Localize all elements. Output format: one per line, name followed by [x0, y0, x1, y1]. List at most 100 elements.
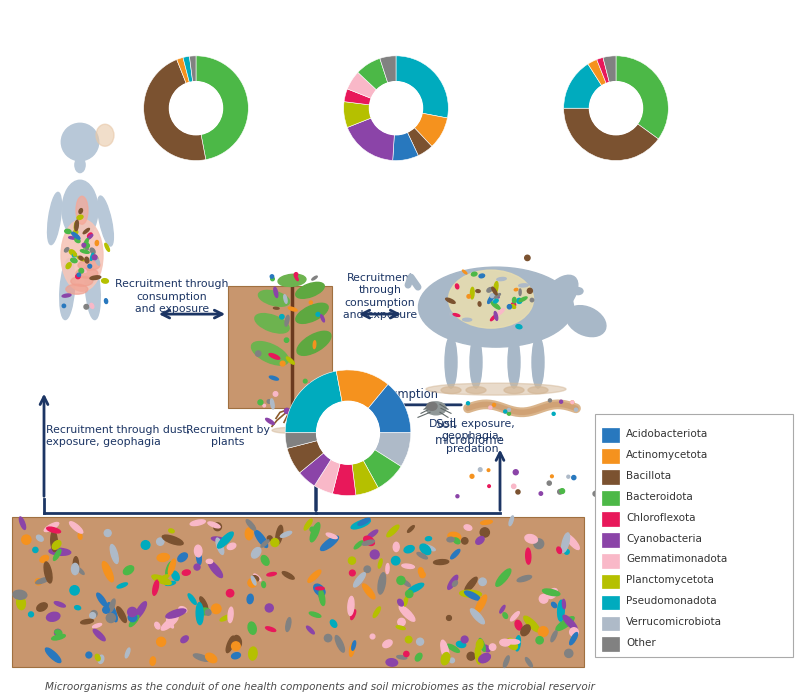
Circle shape	[104, 530, 111, 537]
Circle shape	[267, 536, 272, 541]
Ellipse shape	[488, 294, 494, 304]
Ellipse shape	[394, 542, 399, 551]
Circle shape	[514, 470, 518, 475]
Ellipse shape	[78, 260, 100, 270]
Circle shape	[572, 475, 576, 480]
Ellipse shape	[93, 623, 102, 628]
Circle shape	[226, 590, 234, 597]
Wedge shape	[396, 56, 448, 118]
Ellipse shape	[386, 659, 398, 666]
Ellipse shape	[407, 526, 414, 533]
Ellipse shape	[402, 564, 414, 568]
Ellipse shape	[450, 549, 460, 559]
Circle shape	[398, 618, 406, 626]
Circle shape	[462, 636, 468, 643]
Ellipse shape	[152, 575, 171, 584]
Ellipse shape	[76, 268, 98, 279]
Wedge shape	[287, 440, 324, 473]
Ellipse shape	[126, 648, 130, 658]
Wedge shape	[374, 433, 411, 466]
Circle shape	[370, 82, 422, 135]
Ellipse shape	[319, 590, 325, 605]
Ellipse shape	[206, 653, 217, 662]
Ellipse shape	[547, 588, 558, 598]
Wedge shape	[299, 453, 331, 486]
Ellipse shape	[105, 244, 110, 251]
Ellipse shape	[521, 625, 530, 636]
FancyBboxPatch shape	[602, 595, 620, 610]
Ellipse shape	[72, 254, 76, 257]
Ellipse shape	[37, 535, 43, 541]
Circle shape	[79, 269, 83, 273]
Ellipse shape	[475, 595, 486, 614]
Ellipse shape	[306, 626, 314, 634]
Ellipse shape	[49, 548, 70, 556]
Ellipse shape	[447, 644, 459, 653]
Ellipse shape	[573, 288, 583, 295]
Circle shape	[446, 616, 451, 621]
Wedge shape	[332, 463, 356, 496]
Ellipse shape	[417, 553, 427, 559]
Ellipse shape	[70, 250, 75, 255]
Ellipse shape	[402, 579, 410, 586]
Ellipse shape	[562, 600, 566, 609]
Text: Actinomycetota: Actinomycetota	[626, 450, 708, 460]
Circle shape	[74, 230, 78, 234]
FancyBboxPatch shape	[602, 491, 620, 505]
Circle shape	[565, 549, 569, 554]
Text: Other: Other	[626, 638, 656, 648]
Ellipse shape	[60, 258, 74, 320]
Ellipse shape	[492, 287, 497, 295]
Wedge shape	[352, 460, 378, 495]
Ellipse shape	[211, 537, 225, 542]
Ellipse shape	[83, 269, 86, 272]
Ellipse shape	[519, 297, 527, 302]
Circle shape	[406, 637, 412, 643]
Circle shape	[270, 275, 274, 279]
Text: Recruitment by
plants: Recruitment by plants	[186, 425, 270, 447]
Circle shape	[397, 577, 405, 584]
Ellipse shape	[397, 655, 406, 659]
Ellipse shape	[426, 402, 446, 415]
Ellipse shape	[179, 607, 186, 613]
Ellipse shape	[249, 647, 257, 660]
Ellipse shape	[46, 648, 61, 662]
Ellipse shape	[494, 299, 498, 303]
Ellipse shape	[382, 640, 392, 648]
Ellipse shape	[110, 544, 118, 563]
Ellipse shape	[426, 383, 566, 395]
Ellipse shape	[80, 250, 90, 253]
Ellipse shape	[274, 287, 278, 297]
Ellipse shape	[90, 253, 94, 260]
Circle shape	[539, 595, 548, 603]
Wedge shape	[380, 56, 396, 83]
Ellipse shape	[398, 600, 403, 606]
Ellipse shape	[251, 547, 261, 558]
Ellipse shape	[117, 583, 127, 588]
Text: Dust, exposure,
geophagia,
predation: Dust, exposure, geophagia, predation	[429, 419, 515, 454]
Circle shape	[552, 413, 555, 415]
Ellipse shape	[494, 281, 498, 293]
Ellipse shape	[69, 237, 76, 239]
Ellipse shape	[470, 336, 482, 388]
Circle shape	[128, 607, 137, 616]
Ellipse shape	[516, 325, 522, 329]
Ellipse shape	[94, 255, 98, 260]
Circle shape	[22, 535, 31, 544]
Ellipse shape	[511, 304, 515, 309]
Ellipse shape	[321, 536, 338, 551]
Circle shape	[35, 579, 42, 585]
Ellipse shape	[102, 562, 114, 582]
Ellipse shape	[162, 616, 178, 630]
Ellipse shape	[248, 622, 256, 634]
Ellipse shape	[387, 525, 399, 537]
Ellipse shape	[87, 235, 93, 239]
Circle shape	[76, 274, 80, 279]
Circle shape	[487, 469, 490, 471]
Circle shape	[504, 410, 506, 413]
Ellipse shape	[500, 639, 510, 646]
Circle shape	[86, 247, 88, 250]
Wedge shape	[144, 59, 206, 161]
Text: Pseudomonadota: Pseudomonadota	[626, 596, 717, 607]
FancyBboxPatch shape	[602, 470, 620, 484]
